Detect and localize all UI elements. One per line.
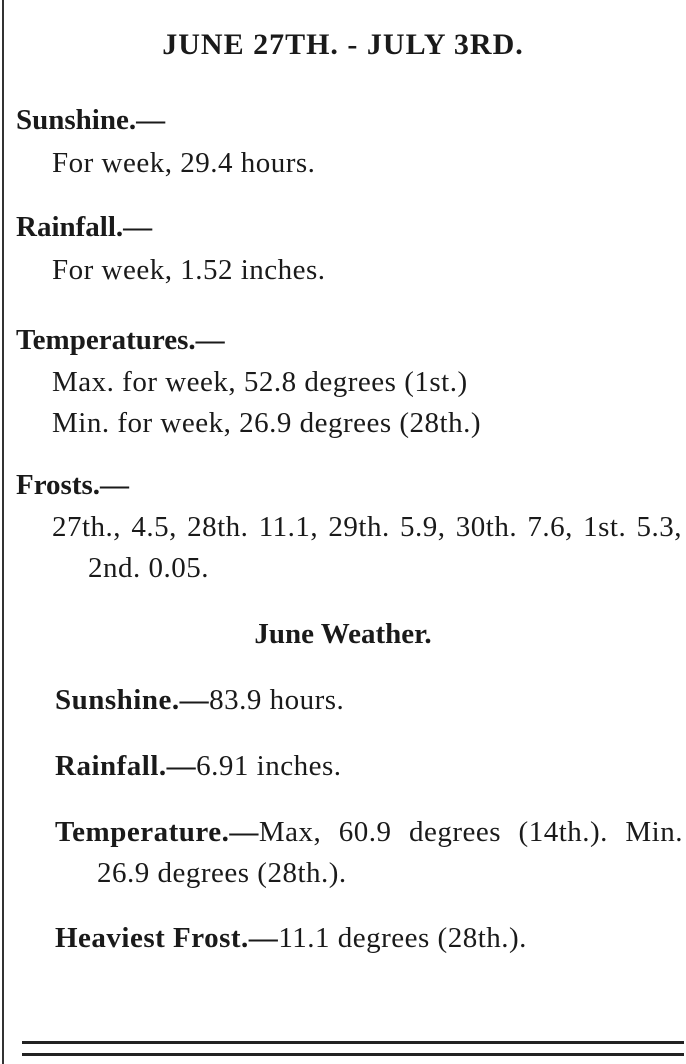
- section-heading: Temperatures.—: [16, 324, 225, 356]
- section-line: 27th., 4.5, 28th. 11.1, 29th. 5.9, 30th.…: [52, 511, 682, 584]
- rule: [22, 1041, 684, 1044]
- summary-text: 11.1 degrees (28th.).: [278, 922, 527, 954]
- title: JUNE 27TH. - JULY 3RD.: [162, 28, 524, 61]
- summary-item: Sunshine.—83.9 hours.: [55, 680, 683, 721]
- section-heading: Frosts.—: [16, 469, 130, 501]
- left-border: [2, 0, 4, 1064]
- summary-text: 83.9 hours.: [209, 684, 345, 716]
- section-line: For week, 1.52 inches.: [52, 254, 326, 286]
- section-line: Min. for week, 26.9 degrees (28th.): [52, 407, 482, 439]
- summary-heading: Rainfall.—: [55, 750, 197, 782]
- section-line: For week, 29.4 hours.: [52, 147, 316, 179]
- summary-heading: Temperature.—: [55, 816, 259, 848]
- summary-item: Temperature.—Max, 60.9 degrees (14th.). …: [55, 812, 683, 894]
- summary-item: Heaviest Frost.—11.1 degrees (28th.).: [55, 918, 683, 959]
- summary-heading: Sunshine.—: [55, 684, 210, 716]
- subtitle: June Weather.: [254, 618, 432, 650]
- section-heading: Sunshine.—: [16, 104, 166, 136]
- summary-item: Rainfall.—6.91 inches.: [55, 746, 683, 787]
- section-line: Max. for week, 52.8 degrees (1st.): [52, 366, 468, 398]
- section-heading: Rainfall.—: [16, 211, 153, 243]
- summary-heading: Heaviest Frost.—: [55, 922, 279, 954]
- summary-text: Max, 60.9 degrees (14th.). Min. 26.9 deg…: [97, 816, 683, 889]
- rule: [22, 1053, 684, 1056]
- summary-text: 6.91 inches.: [196, 750, 342, 782]
